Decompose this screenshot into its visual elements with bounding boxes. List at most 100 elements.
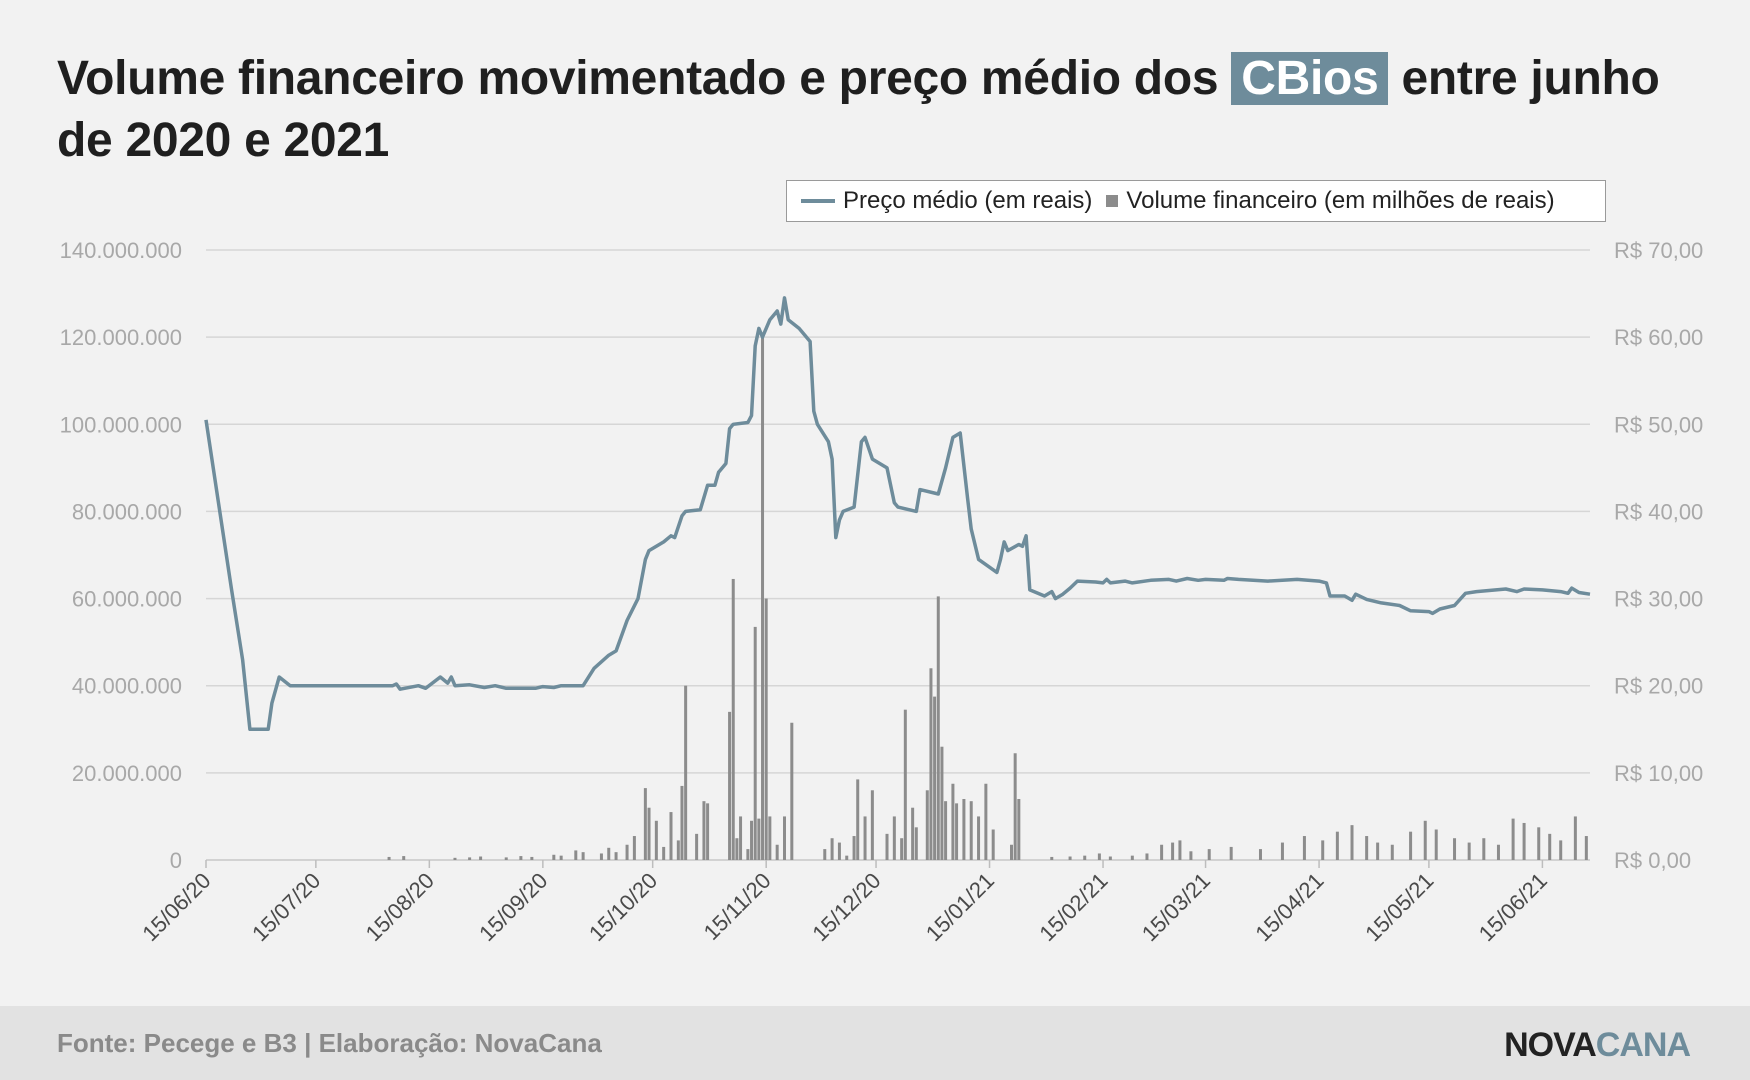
volume-bar xyxy=(750,820,754,860)
volume-bar xyxy=(1280,842,1284,860)
x-tick-label: 15/08/20 xyxy=(361,868,439,946)
x-tick-label: 15/04/21 xyxy=(1250,868,1328,946)
volume-bar xyxy=(695,833,699,860)
volume-bar xyxy=(929,668,933,860)
volume-bar xyxy=(911,807,915,860)
volume-bar xyxy=(402,856,406,860)
logo-part-1: NOVA xyxy=(1504,1026,1597,1064)
volume-bar xyxy=(823,849,827,860)
volume-bar xyxy=(1145,853,1149,860)
volume-bar xyxy=(790,722,794,860)
volume-bar xyxy=(1350,825,1354,860)
volume-bar xyxy=(739,816,743,860)
chart-legend: Preço médio (em reais) Volume financeiro… xyxy=(786,180,1606,222)
x-tick-label: 15/02/21 xyxy=(1034,868,1112,946)
volume-bar xyxy=(387,856,391,860)
volume-bar xyxy=(977,816,981,860)
grid-lines xyxy=(206,249,1590,861)
chart-title: Volume financeiro movimentado e preço mé… xyxy=(57,48,1677,172)
volume-bar xyxy=(870,790,874,860)
volume-bar xyxy=(1083,855,1087,860)
volume-bar xyxy=(903,709,907,860)
y-left-tick-label: 20.000.000 xyxy=(72,761,182,786)
x-tick-label: 15/05/21 xyxy=(1360,868,1438,946)
volume-bar xyxy=(1434,829,1438,860)
volume-bar xyxy=(1302,836,1306,860)
price-line xyxy=(204,296,1591,732)
footer: Fonte: Pecege e B3 | Elaboração: NovaCan… xyxy=(0,1006,1750,1080)
volume-bar xyxy=(933,696,937,860)
axes: 0 R$ 0,00 20.000.000 R$ 10,00 40.000.000 R$ 2… xyxy=(60,238,1704,946)
volume-bar xyxy=(1207,849,1211,860)
volume-bar xyxy=(863,816,867,860)
volume-bar xyxy=(1390,844,1394,860)
volume-bar xyxy=(662,846,666,860)
volume-bar xyxy=(1160,844,1164,860)
volume-bar xyxy=(1423,820,1427,860)
x-tick-label: 15/12/20 xyxy=(807,868,885,946)
y-left-tick-label: 120.000.000 xyxy=(60,325,182,350)
volume-bar xyxy=(728,711,732,860)
volume-bar xyxy=(757,818,761,860)
legend-line-label: Preço médio (em reais) xyxy=(843,187,1093,214)
y-left-tick-label: 40.000.000 xyxy=(72,674,182,699)
volume-bar xyxy=(984,783,988,860)
volume-bar xyxy=(991,829,995,860)
title-highlight: CBios xyxy=(1231,52,1389,105)
y-right-tick-label: R$ 20,00 xyxy=(1614,674,1703,699)
x-tick-label: 15/06/21 xyxy=(1474,868,1552,946)
volume-bar xyxy=(940,746,944,860)
volume-bar xyxy=(676,840,680,860)
volume-bar xyxy=(643,788,647,860)
volume-bar xyxy=(468,857,472,860)
volume-bar xyxy=(559,855,563,860)
volume-bar xyxy=(669,812,673,860)
y-right-tick-label: R$ 0,00 xyxy=(1614,848,1691,873)
volume-bar xyxy=(632,836,636,860)
volume-bar xyxy=(1189,851,1193,860)
volume-bar xyxy=(753,626,757,860)
x-tick-label: 15/10/20 xyxy=(584,868,662,946)
y-left-tick-label: 100.000.000 xyxy=(60,412,182,437)
volume-bar xyxy=(1108,856,1112,860)
volume-bar xyxy=(1171,842,1175,860)
source-note: Fonte: Pecege e B3 | Elaboração: NovaCan… xyxy=(57,1028,602,1058)
y-right-tick-label: R$ 40,00 xyxy=(1614,499,1703,524)
volume-bar xyxy=(914,827,918,860)
volume-bar xyxy=(775,844,779,860)
legend-bar-swatch xyxy=(1106,195,1119,207)
x-tick-label: 15/03/21 xyxy=(1137,868,1215,946)
volume-bar xyxy=(680,785,684,860)
volume-bar xyxy=(1013,753,1017,860)
volume-bar xyxy=(1178,840,1182,860)
title-text-start: Volume financeiro movimentado e preço mé… xyxy=(57,52,1232,105)
volume-bar xyxy=(1584,836,1588,860)
volume-bar xyxy=(504,857,508,860)
volume-bar xyxy=(735,838,739,860)
volume-bar xyxy=(955,803,959,860)
volume-bar xyxy=(1511,818,1515,860)
volume-bar xyxy=(1496,844,1500,860)
volume-bar xyxy=(614,852,618,860)
y-right-tick-label: R$ 30,00 xyxy=(1614,587,1703,612)
volume-bar xyxy=(1409,831,1413,860)
logo-part-2: CANA xyxy=(1595,1026,1691,1064)
volume-bar xyxy=(1482,838,1486,860)
volume-bar xyxy=(962,799,966,860)
volume-bar xyxy=(654,820,658,860)
volume-bar xyxy=(519,856,523,860)
volume-bar xyxy=(684,685,688,860)
chart-canvas: 0 R$ 0,00 20.000.000 R$ 10,00 40.000.000 R$ 2… xyxy=(60,238,1704,946)
volume-bar xyxy=(574,850,578,860)
y-left-tick-label: 0 xyxy=(170,848,182,873)
volume-bar xyxy=(581,852,585,860)
volume-bar xyxy=(1258,849,1262,860)
volume-bars xyxy=(387,337,1588,861)
volume-bar xyxy=(530,856,534,860)
volume-bar xyxy=(1537,827,1541,860)
volume-bar xyxy=(1335,831,1339,860)
volume-bar xyxy=(607,847,611,860)
volume-bar xyxy=(1548,833,1552,860)
volume-bar xyxy=(885,833,889,860)
volume-bar xyxy=(892,816,896,860)
